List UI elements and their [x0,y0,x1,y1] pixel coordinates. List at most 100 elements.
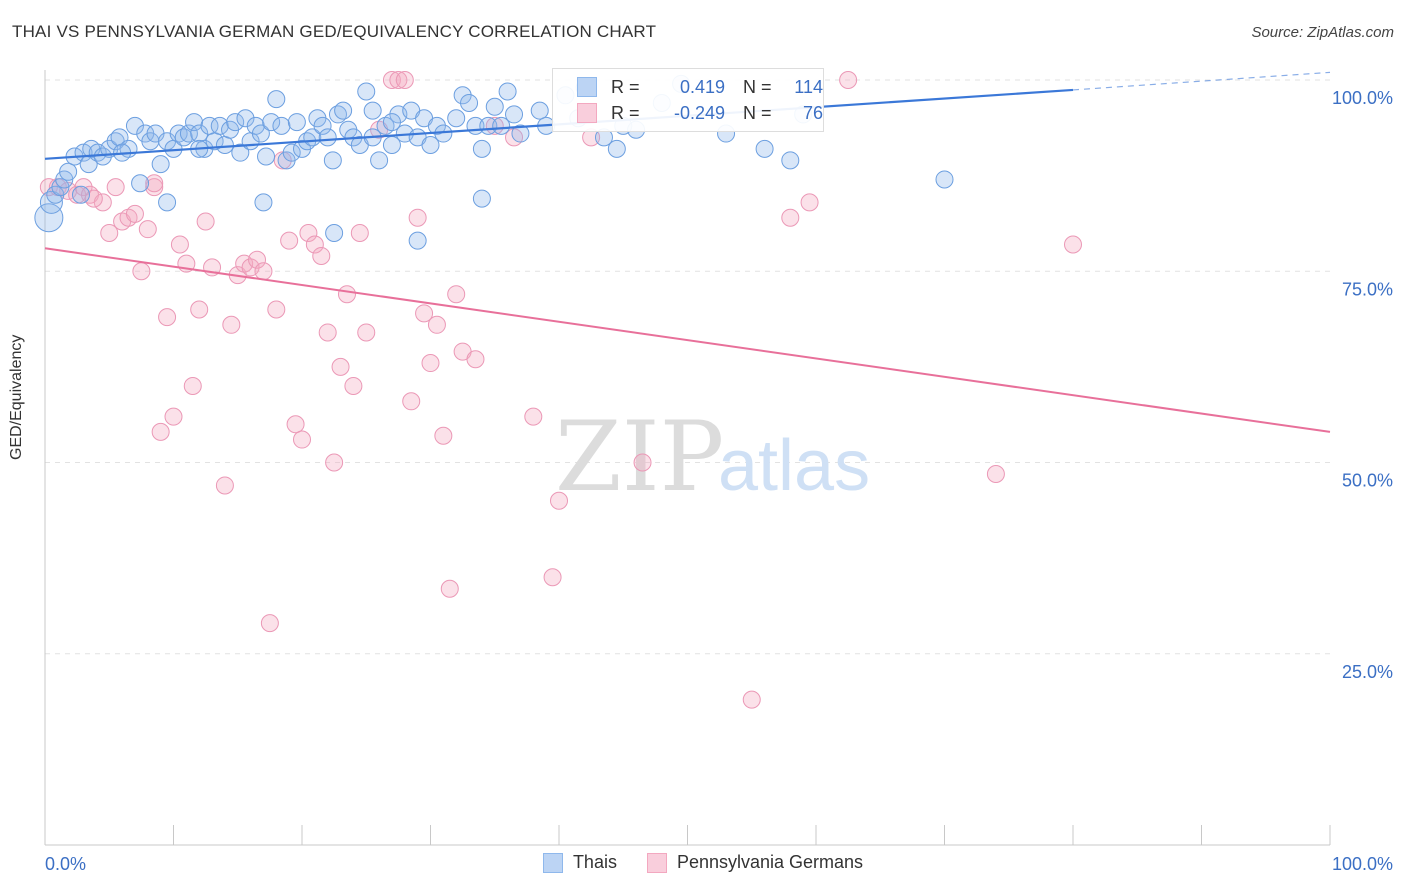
data-point-pennsylvania-germans [357,323,376,342]
data-point-pennsylvania-germans [986,464,1005,483]
data-point-pennsylvania-germans [222,315,241,334]
data-point-pennsylvania-germans [248,250,267,269]
data-point-pennsylvania-germans [427,315,446,334]
data-point-pennsylvania-germans [293,430,311,449]
series-pennsylvania-germans [39,71,1082,709]
data-point-pennsylvania-germans [138,220,157,239]
data-point-pennsylvania-germans [125,204,144,223]
data-point-pennsylvania-germans [421,354,440,373]
data-point-pennsylvania-germans [273,151,292,170]
data-point-thais [226,113,245,132]
data-point-thais [472,139,491,158]
legend-row-thais: R = 0.419 N = 114 [577,75,823,99]
series-legend: Thais Pennsylvania Germans [0,852,1406,873]
data-point-thais [179,124,198,143]
data-point-pennsylvania-germans [402,392,421,411]
y-tick-label: 75.0% [1342,279,1393,299]
watermark-atlas: atlas [718,426,870,506]
data-point-thais [363,101,382,120]
legend-r-label: R = [611,102,640,123]
data-point-thais [323,151,342,170]
data-point-pennsylvania-germans [215,476,234,495]
data-point-pennsylvania-germans [633,453,652,472]
data-point-pennsylvania-germans [254,262,273,281]
correlation-legend: R = 0.419 N = 114 R = -0.249 N = 76 [552,68,824,132]
axes [44,70,1331,846]
data-point-thais [935,170,954,189]
source-label: Source: ZipAtlas.com [1251,24,1394,41]
legend-item-thais[interactable]: Thais [542,852,617,873]
data-point-thais [447,109,466,128]
data-point-thais [71,185,90,204]
legend-r-value: 0.419 [679,76,725,97]
data-point-thais [607,139,626,158]
data-point-thais [492,116,511,135]
data-point-pennsylvania-germans [440,579,459,598]
data-point-thais [231,143,250,162]
data-point-pennsylvania-germans [158,308,177,327]
data-point-thais [236,109,255,128]
data-point-pennsylvania-germans [280,231,299,250]
data-point-pennsylvania-germans [196,212,215,231]
data-point-thais [151,155,170,174]
data-point-pennsylvania-germans [485,116,504,135]
legend-item-pennsylvania-germans[interactable]: Pennsylvania Germans [646,852,864,873]
data-point-pennsylvania-germans [447,285,466,304]
data-point-pennsylvania-germans [299,224,318,242]
data-point-pennsylvania-germans [395,71,414,89]
legend-row-pennsylvania-germans: R = -0.249 N = 76 [577,101,823,125]
data-point-pennsylvania-germans [781,208,800,227]
legend-n-value: 114 [794,76,823,97]
data-point-pennsylvania-germans [800,193,819,212]
y-tick-label: 50.0% [1342,471,1393,491]
data-point-pennsylvania-germans [170,235,189,254]
data-point-pennsylvania-germans [68,185,87,204]
legend-swatch-thais [577,77,597,97]
data-point-thais [318,128,337,147]
y-tick-label: 25.0% [1342,662,1393,682]
data-point-thais [287,113,306,132]
data-point-thais [781,151,800,170]
data-point-thais [210,116,229,135]
watermark: ZIPatlas [555,401,870,513]
data-point-pennsylvania-germans [344,377,363,395]
data-point-thais [254,193,273,212]
legend-label-pennsylvania-germans: Pennsylvania Germans [676,852,864,872]
data-point-pennsylvania-germans [145,174,164,193]
data-point-pennsylvania-germans [305,235,324,254]
series-thais [34,74,954,250]
data-point-thais [131,174,150,193]
data-point-thais [185,113,204,132]
grid-lines [45,79,1330,655]
y-axis-label: GED/Equivalency [8,334,25,460]
data-point-pennsylvania-germans [382,71,401,89]
data-point-thais [498,82,517,101]
data-point-thais [125,116,144,135]
legend-r-label: R = [611,76,640,97]
data-point-thais [485,97,504,116]
legend-swatch-thais [542,852,563,873]
data-point-pennsylvania-germans [408,208,427,227]
data-point-pennsylvania-germans [106,178,125,197]
data-point-thais [755,139,774,158]
data-point-thais [382,113,401,132]
data-point-pennsylvania-germans [434,426,453,445]
y-tick-label: 100.0% [1332,88,1393,108]
data-point-thais [215,136,234,155]
data-point-pennsylvania-germans [312,246,331,265]
data-point-thais [267,90,286,109]
data-point-pennsylvania-germans [543,568,562,587]
data-point-thais [421,136,440,155]
data-point-thais [511,124,530,143]
data-point-thais [313,116,332,135]
data-point-thais [408,231,427,250]
data-point-thais [251,124,270,143]
data-point-pennsylvania-germans [524,407,543,426]
data-point-pennsylvania-germans [286,415,305,434]
data-point-pennsylvania-germans [350,224,369,242]
data-point-thais [427,116,446,135]
data-point-pennsylvania-germans [742,690,761,709]
data-point-pennsylvania-germans [145,178,164,197]
data-point-thais [460,93,479,112]
trend-line-pennsylvania-germans [44,247,1331,433]
